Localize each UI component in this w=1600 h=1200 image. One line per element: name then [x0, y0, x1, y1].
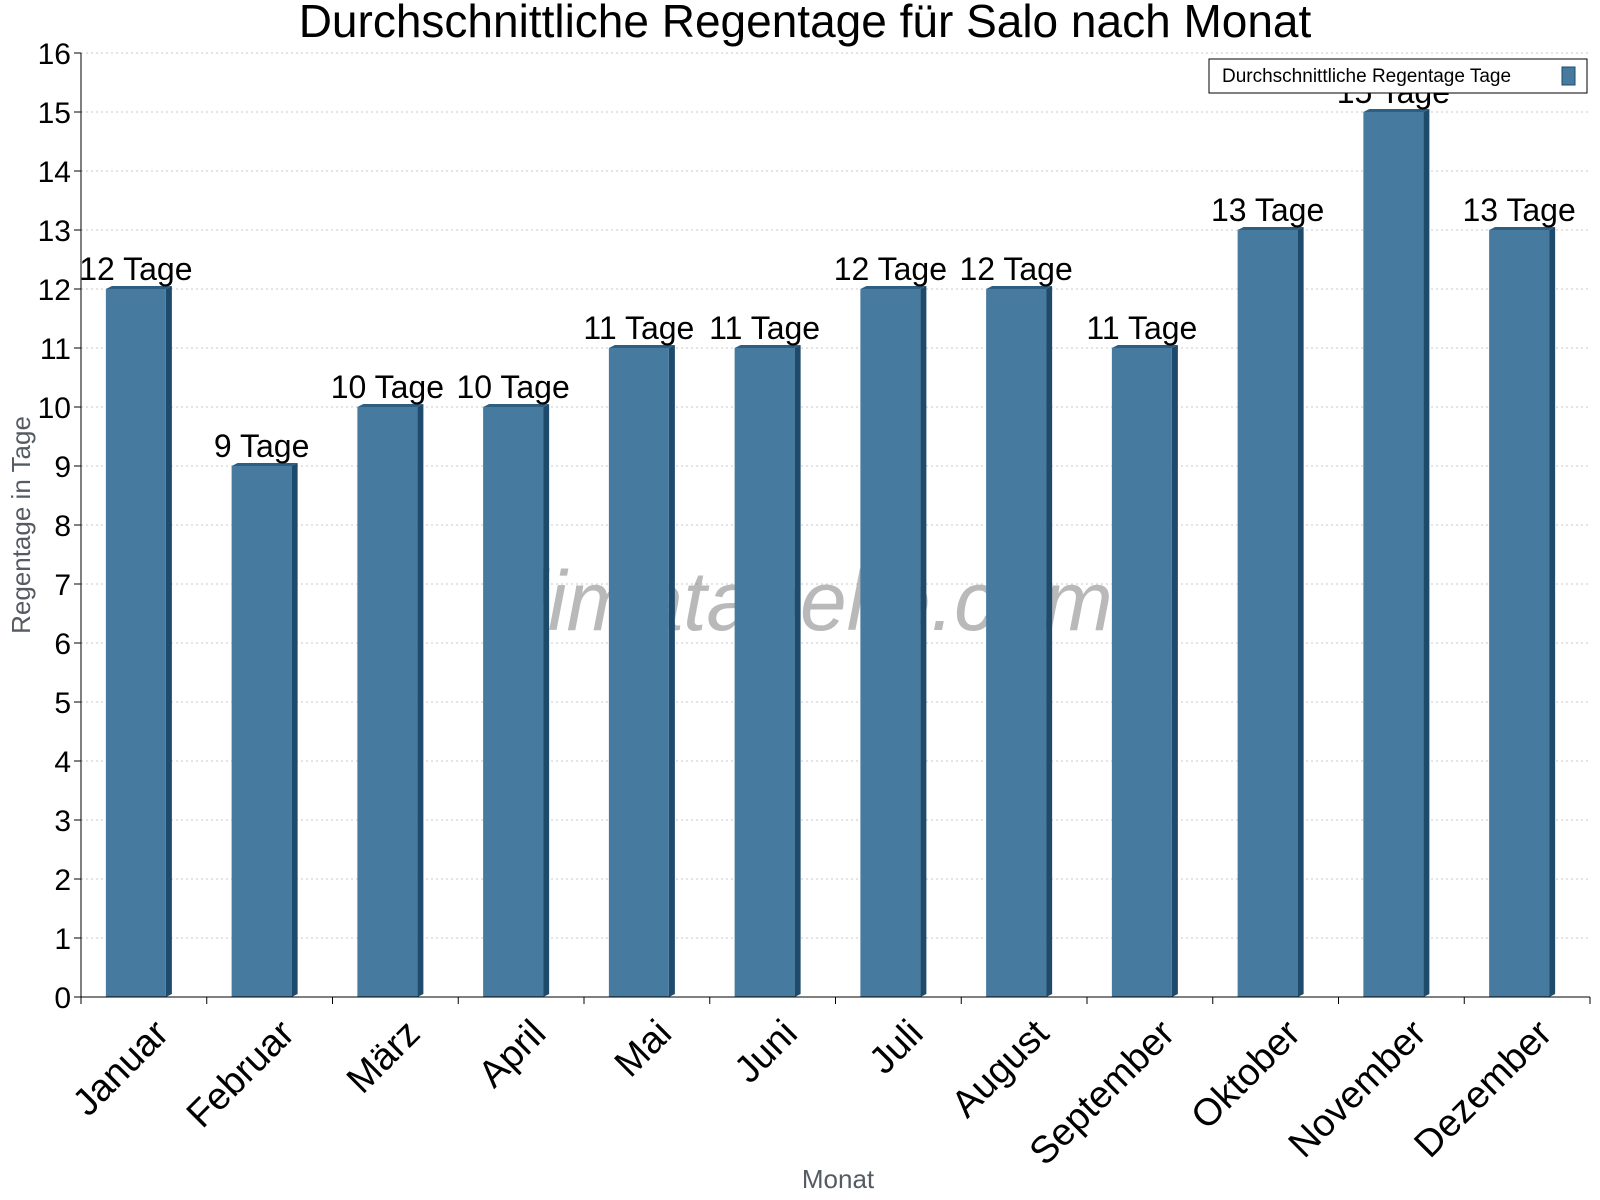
bar-side — [543, 404, 550, 997]
bar-front — [608, 348, 669, 997]
bar-dezember — [1489, 227, 1556, 997]
y-tick-label: 6 — [54, 628, 71, 661]
bar-front — [483, 407, 544, 997]
bar-side — [417, 404, 424, 997]
bar-top — [357, 404, 424, 407]
bar-september — [1111, 345, 1178, 997]
bar-april — [483, 404, 550, 997]
bars — [105, 109, 1556, 997]
bar-top — [1489, 227, 1556, 230]
bar-top — [105, 286, 172, 289]
data-label: 11 Tage — [583, 310, 694, 346]
bar-front — [734, 348, 795, 997]
data-label: 13 Tage — [1211, 192, 1324, 228]
bar-front — [1489, 230, 1550, 997]
y-tick-label: 16 — [38, 38, 71, 71]
legend-box — [1208, 58, 1588, 94]
gridlines — [81, 52, 1590, 939]
bar-top — [483, 404, 550, 407]
data-label: 11 Tage — [1086, 310, 1197, 346]
bar-side — [291, 463, 298, 997]
y-tick-label: 9 — [54, 451, 71, 484]
y-tick-label: 14 — [38, 156, 71, 189]
bar-front — [1111, 348, 1172, 997]
legend-swatch — [1561, 66, 1576, 86]
bar-top — [1111, 345, 1178, 348]
bar-front — [1237, 230, 1298, 997]
bar-side — [1423, 109, 1430, 997]
bar-front — [1363, 112, 1424, 997]
bar-märz — [357, 404, 424, 997]
y-tick-label: 11 — [40, 333, 71, 366]
bar-januar — [105, 286, 172, 997]
bar-side — [1046, 286, 1053, 997]
bar-juni — [734, 345, 801, 997]
bar-top — [986, 286, 1053, 289]
y-axis-label: Regentage in Tage — [6, 416, 36, 634]
bar-november — [1363, 109, 1430, 997]
bar-top — [1237, 227, 1304, 230]
data-label: 12 Tage — [834, 251, 947, 287]
y-tick-label: 5 — [54, 687, 71, 720]
data-label: 9 Tage — [214, 428, 310, 464]
y-tick-label: 13 — [38, 215, 71, 248]
bar-oktober — [1237, 227, 1304, 997]
y-tick-label: 7 — [54, 569, 71, 602]
y-tick-label: 4 — [54, 746, 71, 779]
bar-side — [1549, 227, 1556, 997]
y-tick-label: 15 — [38, 97, 71, 130]
bar-side — [794, 345, 801, 997]
bar-mai — [608, 345, 675, 997]
bar-side — [920, 286, 927, 997]
bar-front — [357, 407, 418, 997]
bar-side — [668, 345, 675, 997]
y-tick-label: 1 — [54, 923, 71, 956]
bar-august — [986, 286, 1053, 997]
y-tick-label: 10 — [38, 392, 71, 425]
bar-front — [860, 289, 921, 997]
data-label: 10 Tage — [331, 369, 444, 405]
chart-title: Durchschnittliche Regentage für Salo nac… — [299, 0, 1312, 47]
bar-side — [1297, 227, 1304, 997]
data-label: 10 Tage — [456, 369, 569, 405]
bar-side — [1171, 345, 1178, 997]
y-tick-label: 3 — [54, 805, 71, 838]
bar-juli — [860, 286, 927, 997]
data-label: 13 Tage — [1462, 192, 1575, 228]
data-label: 12 Tage — [959, 251, 1072, 287]
y-tick-label: 12 — [38, 274, 71, 307]
data-label: 11 Tage — [709, 310, 820, 346]
bar-side — [165, 286, 172, 997]
data-label: 12 Tage — [79, 251, 192, 287]
bar-front — [986, 289, 1047, 997]
legend: Durchschnittliche Regentage Tage — [1208, 58, 1588, 94]
bar-top — [1363, 109, 1430, 112]
bar-front — [105, 289, 166, 997]
legend-label: Durchschnittliche Regentage Tage — [1222, 66, 1511, 87]
y-tick-label: 2 — [54, 864, 71, 897]
y-tick-label: 8 — [54, 510, 71, 543]
y-tick-label: 0 — [54, 982, 71, 1015]
bar-top — [608, 345, 675, 348]
bar-februar — [231, 463, 298, 997]
bar-top — [734, 345, 801, 348]
bar-top — [231, 463, 298, 466]
bar-front — [231, 466, 292, 997]
x-axis-label: Monat — [802, 1164, 875, 1194]
bar-top — [860, 286, 927, 289]
